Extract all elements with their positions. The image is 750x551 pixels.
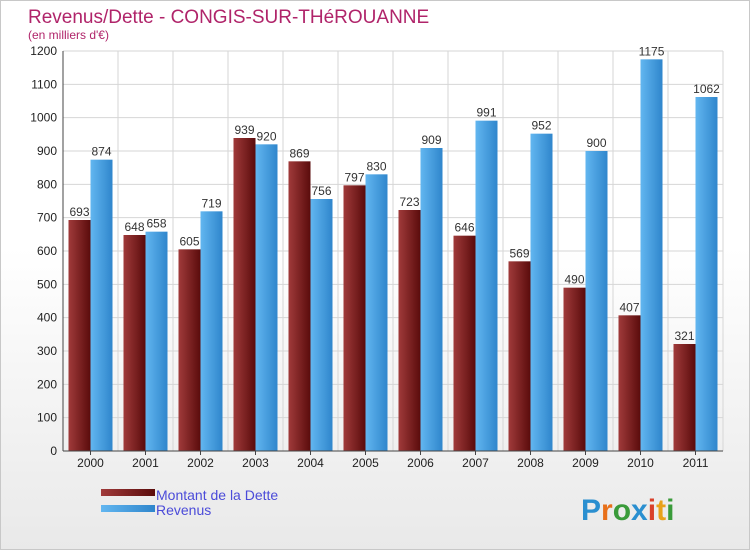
data-label-revenus-2003: 920	[256, 129, 276, 143]
chart-title: Revenus/Dette - CONGIS-SUR-THéROUANNE	[28, 7, 429, 28]
bar-dette-2005	[343, 185, 366, 452]
bar-dette-2008	[508, 261, 531, 451]
data-label-revenus-2010: 1175	[639, 44, 665, 58]
data-label-revenus-2006: 909	[421, 133, 441, 147]
axes: 0 100 200 300 400 500 600 700 800 900 1000 1100 1200…	[30, 44, 723, 470]
x-tick-label: 2002	[187, 456, 214, 470]
data-label-revenus-2007: 991	[476, 106, 496, 120]
bar-dette-2004	[288, 161, 311, 452]
data-label-revenus-2002: 719	[201, 196, 221, 210]
bar-revenus-2009	[585, 151, 608, 451]
legend-label-debt: Montant de la Dette	[156, 487, 278, 503]
data-label-dette-2010: 407	[619, 300, 639, 314]
data-label-revenus-2011: 1062	[693, 82, 720, 96]
data-label-dette-2007: 646	[454, 221, 474, 235]
bar-dette-2010	[618, 315, 641, 451]
logo-letter: t	[656, 494, 666, 527]
y-tick-label: 1200	[30, 44, 57, 58]
data-label-dette-2001: 648	[124, 220, 144, 234]
data-label-revenus-2009: 900	[586, 136, 606, 150]
data-label-dette-2006: 723	[399, 195, 419, 209]
data-label-dette-2003: 939	[234, 123, 254, 137]
bar-dette-2011	[673, 344, 696, 451]
y-tick-label: 1100	[31, 77, 57, 91]
bar-revenus-2007	[475, 120, 498, 452]
x-tick-label: 2009	[572, 456, 599, 470]
x-tick-label: 2003	[242, 456, 269, 470]
bar-revenus-2011	[695, 97, 718, 451]
proxiti-logo: Proxiti	[581, 494, 674, 527]
data-label-dette-2009: 490	[564, 273, 584, 287]
x-tick-label: 2011	[683, 456, 709, 470]
logo-letter: o	[613, 494, 631, 527]
bar-dette-2003	[233, 138, 256, 451]
data-label-dette-2011: 321	[674, 329, 694, 343]
y-tick-label: 0	[50, 444, 57, 458]
bar-revenus-2004	[310, 199, 333, 451]
y-tick-label: 100	[37, 411, 57, 425]
bar-dette-2006	[398, 210, 421, 451]
y-tick-label: 600	[37, 244, 57, 258]
logo-letter: r	[601, 494, 613, 527]
bar-dette-2000	[68, 220, 91, 451]
y-tick-label: 300	[37, 344, 57, 358]
y-tick-label: 200	[37, 377, 57, 391]
bar-dette-2007	[453, 235, 476, 451]
data-label-revenus-2001: 658	[146, 217, 166, 231]
logo-letter: x	[631, 494, 648, 527]
x-tick-label: 2001	[132, 456, 159, 470]
logo-letter: i	[666, 494, 674, 527]
data-label-dette-2005: 797	[344, 170, 364, 184]
bar-revenus-2001	[145, 231, 168, 451]
data-label-dette-2004: 869	[289, 146, 309, 160]
bar-revenus-2002	[200, 211, 223, 451]
bar-revenus-2010	[640, 59, 663, 451]
bar-dette-2002	[178, 249, 201, 451]
bar-revenus-2008	[530, 133, 553, 451]
y-tick-label: 1000	[30, 111, 57, 125]
bar-revenus-2003	[255, 144, 278, 452]
legend-swatch-debt	[101, 489, 155, 496]
chart-subtitle: (en milliers d'€)	[28, 28, 109, 42]
x-tick-label: 2010	[627, 456, 654, 470]
y-tick-label: 400	[37, 311, 57, 325]
x-tick-label: 2007	[462, 456, 489, 470]
data-label-dette-2002: 605	[179, 234, 199, 248]
legend: Montant de la Dette Revenus	[101, 487, 278, 518]
logo-letter: P	[581, 494, 601, 527]
bar-revenus-2005	[365, 174, 388, 452]
y-tick-label: 900	[37, 144, 57, 158]
x-tick-label: 2005	[352, 456, 379, 470]
data-label-revenus-2005: 830	[366, 159, 386, 173]
y-tick-label: 800	[37, 177, 57, 191]
data-label-revenus-2008: 952	[531, 119, 551, 133]
bar-revenus-2006	[420, 148, 443, 451]
x-tick-label: 2008	[517, 456, 544, 470]
x-tick-label: 2006	[407, 456, 434, 470]
bar-dette-2001	[123, 235, 146, 451]
y-tick-label: 500	[37, 277, 57, 291]
data-label-revenus-2000: 874	[91, 145, 111, 159]
bar-dette-2009	[563, 287, 586, 451]
bar-revenus-2000	[90, 159, 113, 451]
logo-letter: i	[648, 494, 656, 527]
x-tick-label: 2000	[77, 456, 104, 470]
legend-label-revenus: Revenus	[156, 502, 211, 518]
data-label-dette-2000: 693	[69, 205, 89, 219]
data-label-dette-2008: 569	[509, 246, 529, 260]
x-tick-label: 2004	[297, 456, 324, 470]
y-tick-label: 700	[37, 211, 57, 225]
data-label-revenus-2004: 756	[311, 184, 331, 198]
legend-swatch-revenus	[101, 505, 155, 512]
